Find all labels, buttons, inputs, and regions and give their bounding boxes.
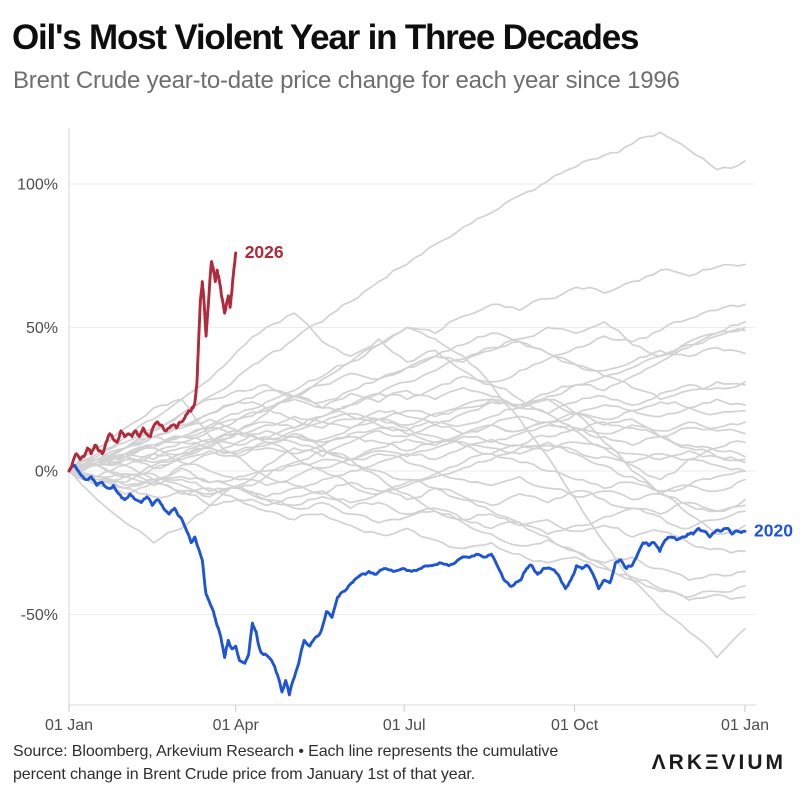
series-line-2008: [68, 326, 746, 659]
series-line-2009: [68, 263, 746, 472]
series-line-2021: [68, 320, 746, 472]
highlight-series: 2020 2026: [67, 242, 793, 697]
series-line-2024: [68, 435, 746, 501]
y-tick-label: 100%: [17, 177, 58, 194]
chart: 01 Jan 01 Apr 01 Jul 01 Oct 01 Jan 100% 50% 0% -…: [17, 128, 793, 734]
arkevium-logo: ΛRKΞVIUM: [651, 751, 786, 775]
background-series: [68, 131, 746, 659]
series-line-2017: [68, 421, 746, 498]
y-tick-label: 0%: [35, 464, 58, 481]
chart-footer: Source: Bloomberg, Arkevium Research • E…: [0, 740, 800, 786]
series-line-2000: [68, 384, 746, 472]
series-line-2013: [68, 440, 746, 487]
series-line-2011: [68, 398, 746, 472]
series-line-2026: [67, 251, 238, 473]
series-line-2022: [68, 312, 746, 481]
series-line-2002: [68, 328, 746, 472]
source-text: Source: Bloomberg, Arkevium Research • E…: [13, 740, 558, 786]
series-line-2018: [68, 398, 746, 535]
series-label-2020: 2020: [754, 520, 793, 540]
chart-title: Oil's Most Violent Year in Three Decades: [12, 18, 639, 57]
series-line-2015: [68, 429, 746, 581]
x-tick-label: 01 Oct: [551, 717, 599, 734]
x-tick-label: 01 Jul: [383, 717, 426, 734]
x-tick-label: 01 Apr: [213, 717, 260, 734]
series-line-1998: [68, 470, 746, 599]
series-line-2020: [67, 463, 747, 697]
source-line-2: percent change in Brent Crude price from…: [13, 766, 476, 784]
series-line-2014: [68, 458, 746, 601]
x-tick-label: 01 Jan: [721, 717, 769, 734]
y-tick-label: -50%: [21, 607, 58, 624]
series-line-2012: [68, 418, 746, 495]
x-axis-ticks: 01 Jan 01 Apr 01 Jul 01 Oct 01 Jan: [45, 705, 769, 734]
series-line-2025: [68, 470, 746, 535]
series-label-2026: 2026: [245, 242, 284, 262]
chart-subtitle: Brent Crude year-to-date price change fo…: [13, 67, 680, 94]
series-line-2016: [68, 320, 746, 544]
gridlines: [69, 183, 756, 615]
x-tick-label: 01 Jan: [45, 717, 93, 734]
y-axis-ticks: 100% 50% 0% -50%: [17, 177, 58, 625]
y-tick-label: 50%: [26, 320, 58, 337]
chart-header: Oil's Most Violent Year in Three Decades…: [12, 18, 792, 95]
source-line-1: Source: Bloomberg, Arkevium Research • E…: [13, 743, 559, 760]
series-line-2023: [68, 441, 746, 513]
